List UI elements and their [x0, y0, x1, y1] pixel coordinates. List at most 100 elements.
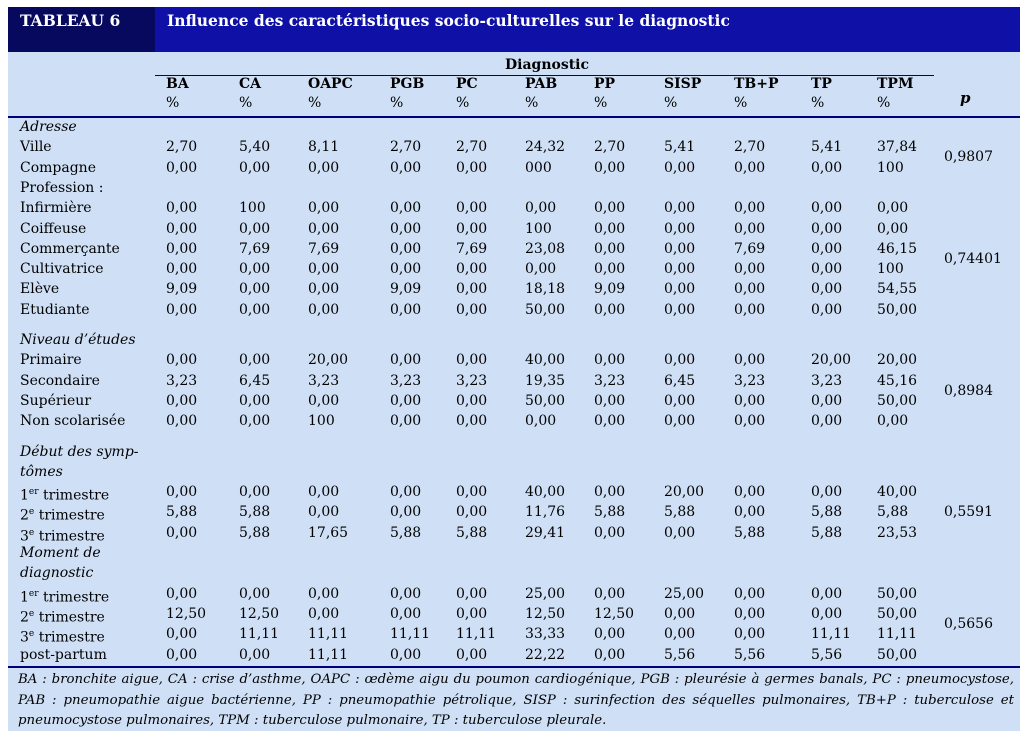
table-cell: 0,00 [664, 261, 696, 278]
table-cell: 8,11 [308, 139, 340, 156]
table-cell: 0,00 [734, 504, 766, 521]
table-cell: 5,56 [734, 646, 766, 663]
column-header: PGB [390, 76, 425, 92]
table-cell: 0,00 [456, 200, 488, 217]
table-cell: 0,00 [811, 261, 843, 278]
table-cell: 0,00 [664, 524, 696, 541]
table-cell: 0,00 [239, 646, 271, 663]
table-cell: 0,00 [456, 301, 488, 318]
p-value: 0,5656 [944, 616, 993, 633]
table-cell: 0,00 [734, 392, 766, 409]
table-cell: 5,88 [811, 524, 843, 541]
column-unit: % [166, 95, 180, 111]
table-cell: 0,00 [664, 392, 696, 409]
table-cell: 0,00 [525, 261, 557, 278]
table-cell: 12,50 [239, 605, 280, 622]
table-cell: 2,70 [594, 139, 626, 156]
table-cell: 0,00 [594, 301, 626, 318]
table-cell: 000 [525, 159, 552, 176]
table-cell: 0,00 [166, 524, 198, 541]
table-cell: 0,00 [166, 413, 198, 430]
table-cell: 0,00 [390, 504, 422, 521]
group-heading: Début des symp- [20, 443, 139, 460]
table-cell: 12,50 [166, 605, 207, 622]
table-cell: 11,11 [308, 626, 349, 643]
table-cell: 0,00 [166, 301, 198, 318]
table-cell: 5,88 [734, 524, 766, 541]
column-header: PP [594, 76, 616, 92]
group-heading: Niveau d’études [20, 332, 136, 348]
table-cell: 2,70 [166, 139, 198, 156]
row-label: Ville [20, 139, 52, 156]
table-cell: 0,00 [734, 585, 766, 602]
group-heading: tômes [20, 463, 63, 480]
row-label: Elève [20, 281, 60, 298]
column-unit: % [734, 95, 748, 111]
table-cell: 50,00 [877, 392, 918, 409]
group-heading: Profession : [20, 179, 104, 196]
table-cell: 0,00 [811, 392, 843, 409]
table-cell: 11,11 [390, 626, 431, 643]
row-label: 2e trimestre [20, 507, 105, 525]
table-cell: 0,00 [664, 413, 696, 430]
row-label: 3e trimestre [20, 527, 105, 545]
table-cell: 0,00 [166, 392, 198, 409]
table-cell: 0,00 [594, 524, 626, 541]
table-cell: 0,00 [877, 200, 909, 217]
ordinal-suffix: e [28, 527, 35, 538]
table-cell: 0,00 [166, 240, 198, 257]
table-cell: 0,00 [664, 240, 696, 257]
column-header: TPM [877, 76, 914, 92]
table-cell: 0,00 [456, 261, 488, 278]
table-cell: 22,22 [525, 646, 566, 663]
table-cell: 0,00 [734, 220, 766, 237]
table-cell: 0,00 [390, 240, 422, 257]
table-cell: 0,00 [390, 585, 422, 602]
table-cell: 50,00 [877, 605, 918, 622]
row-label: Supérieur [20, 392, 92, 409]
table-cell: 5,56 [664, 646, 696, 663]
table-cell: 5,56 [811, 646, 843, 663]
table-cell: 5,88 [239, 524, 271, 541]
table-cell: 11,11 [877, 626, 918, 643]
table-cell: 0,00 [594, 646, 626, 663]
table-cell: 5,88 [166, 504, 198, 521]
table-cell: 46,15 [877, 240, 918, 257]
column-header: BA [166, 76, 189, 92]
table-cell: 9,09 [390, 281, 422, 298]
table-cell: 0,00 [664, 626, 696, 643]
table-cell: 0,00 [239, 413, 271, 430]
table-cell: 0,00 [594, 261, 626, 278]
group-heading: diagnostic [20, 565, 94, 582]
table-cell: 3,23 [166, 372, 198, 389]
table-cell: 5,88 [456, 524, 488, 541]
table-cell: 100 [877, 159, 904, 176]
table-cell: 0,00 [166, 585, 198, 602]
table-cell: 0,00 [456, 504, 488, 521]
column-header: PC [456, 76, 478, 92]
table-cell: 0,00 [734, 301, 766, 318]
table-cell: 0,00 [456, 585, 488, 602]
table-cell: 0,00 [664, 200, 696, 217]
table-cell: 0,00 [664, 220, 696, 237]
column-unit: % [239, 95, 253, 111]
table-cell: 20,00 [308, 352, 349, 369]
table-cell: 5,88 [390, 524, 422, 541]
table-cell: 0,00 [734, 484, 766, 501]
table-cell: 0,00 [664, 301, 696, 318]
table-cell: 0,00 [594, 352, 626, 369]
abbreviation-legend: BA : bronchite aigue, CA : crise d’asthm… [18, 672, 1014, 728]
row-label: Infirmière [20, 200, 92, 217]
table-cell: 50,00 [877, 585, 918, 602]
table-cell: 0,00 [811, 240, 843, 257]
table-cell: 0,00 [811, 220, 843, 237]
column-unit: % [594, 95, 608, 111]
table-cell: 11,11 [308, 646, 349, 663]
table-cell: 45,16 [877, 372, 918, 389]
table-cell: 0,00 [734, 281, 766, 298]
table-cell: 7,69 [456, 240, 488, 257]
table-cell: 50,00 [877, 301, 918, 318]
table-cell: 3,23 [390, 372, 422, 389]
table-cell: 50,00 [525, 301, 566, 318]
table-cell: 100 [877, 261, 904, 278]
